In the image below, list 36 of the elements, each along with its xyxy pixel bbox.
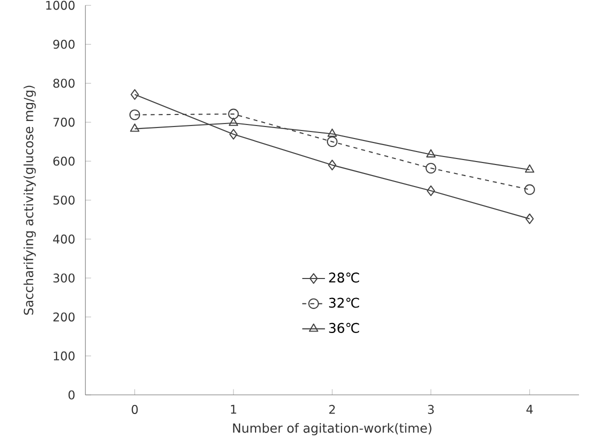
x-tick-label: 1 <box>230 404 236 414</box>
point <box>524 184 535 195</box>
point <box>426 185 436 196</box>
y-tick-label: 0 <box>68 390 75 400</box>
point <box>130 89 139 100</box>
point <box>426 149 436 158</box>
y-tick-label: 200 <box>53 312 75 322</box>
legend-label: 32℃ <box>329 298 360 308</box>
point <box>130 123 140 132</box>
legend-label: 36℃ <box>329 322 360 333</box>
y-tick-label: 500 <box>53 195 75 205</box>
y-tick-label: 300 <box>53 273 75 282</box>
point <box>326 136 338 147</box>
x-tick-label: 2 <box>329 404 335 414</box>
y-tick-label: 100 <box>54 351 75 360</box>
y-axis-title: Saccharifying activity(glucose mg/g) <box>24 86 36 315</box>
x-tick-label: 4 <box>526 404 533 414</box>
point <box>524 164 534 173</box>
point <box>228 118 238 126</box>
y-tick-label: 400 <box>53 234 75 244</box>
legend-label: 28℃ <box>329 272 360 282</box>
point <box>228 108 239 120</box>
y-tick-label: 600 <box>53 156 75 166</box>
x-tick-label: 0 <box>132 404 138 414</box>
y-tick-label: 900 <box>53 40 75 49</box>
y-tick-label: 700 <box>54 118 75 127</box>
point <box>229 128 238 140</box>
x-axis-title: Number of agitation-work(time) <box>233 422 432 436</box>
y-tick-label: 800 <box>53 78 75 88</box>
point <box>525 213 534 224</box>
x-tick-label: 3 <box>428 404 434 414</box>
y-tick-label: 1000 <box>46 0 75 10</box>
point <box>426 162 436 174</box>
point <box>328 160 336 170</box>
point <box>327 128 337 137</box>
point <box>129 109 140 120</box>
